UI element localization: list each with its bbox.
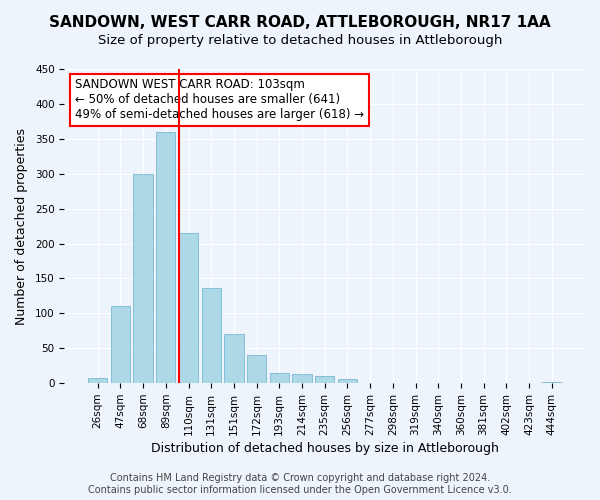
Text: SANDOWN, WEST CARR ROAD, ATTLEBOROUGH, NR17 1AA: SANDOWN, WEST CARR ROAD, ATTLEBOROUGH, N… [49, 15, 551, 30]
Bar [338, 379, 357, 383]
Text: SANDOWN WEST CARR ROAD: 103sqm
← 50% of detached houses are smaller (641)
49% of: SANDOWN WEST CARR ROAD: 103sqm ← 50% of … [75, 78, 364, 122]
Text: Size of property relative to detached houses in Attleborough: Size of property relative to detached ho… [98, 34, 502, 47]
Bar [292, 374, 311, 383]
Bar [224, 334, 244, 383]
Bar [88, 378, 107, 383]
Bar [542, 382, 562, 383]
Text: Contains HM Land Registry data © Crown copyright and database right 2024.
Contai: Contains HM Land Registry data © Crown c… [88, 474, 512, 495]
Bar [269, 372, 289, 383]
Bar [315, 376, 334, 383]
Bar [247, 356, 266, 383]
Bar [133, 174, 153, 383]
Bar [156, 132, 175, 383]
Bar [202, 288, 221, 383]
Bar [111, 306, 130, 383]
X-axis label: Distribution of detached houses by size in Attleborough: Distribution of detached houses by size … [151, 442, 499, 455]
Y-axis label: Number of detached properties: Number of detached properties [15, 128, 28, 324]
Bar [179, 233, 198, 383]
